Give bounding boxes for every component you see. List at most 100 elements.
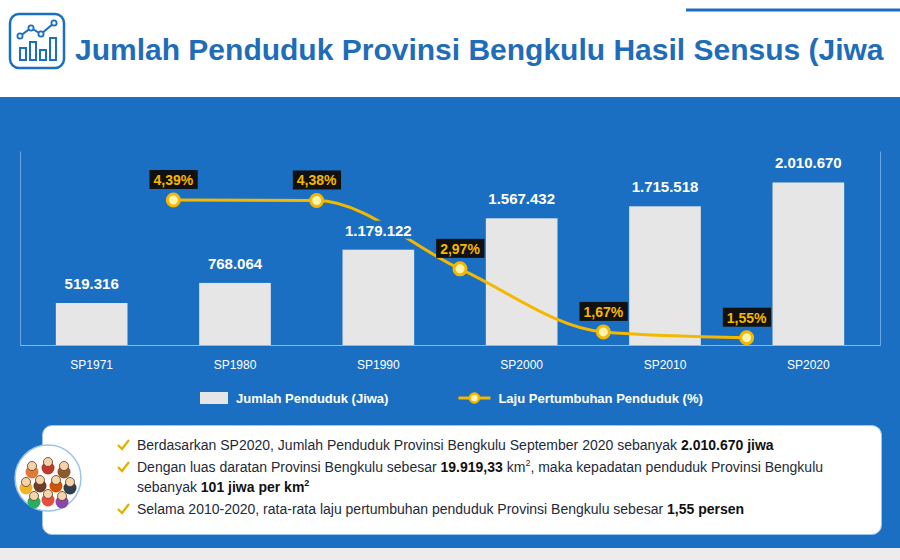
person-body — [26, 466, 39, 479]
icon-bar — [30, 42, 36, 60]
page-background — [0, 0, 900, 560]
line-label-group: 4,38% — [293, 170, 341, 189]
icon-dot — [51, 20, 56, 25]
note-text: 101 jiwa per km — [201, 479, 305, 495]
note-text: 2 — [304, 478, 309, 488]
person-body — [56, 496, 69, 509]
line-marker — [597, 326, 609, 338]
x-tick-label: SP1980 — [214, 358, 257, 372]
legend-item: Laju Pertumbuhan Penduduk (%) — [458, 391, 702, 406]
line-label: 1,55% — [727, 310, 767, 326]
bar-label-group: 1.715.518 — [629, 177, 702, 195]
line-label-box — [579, 302, 627, 321]
icon-bar — [50, 38, 56, 60]
bar-label-group: 768.064 — [205, 254, 266, 272]
footer-band — [0, 548, 900, 560]
bar — [199, 283, 271, 345]
bar-label-group: 1.567.432 — [485, 189, 558, 207]
check-icon — [117, 439, 130, 451]
plot-marks — [56, 182, 844, 345]
note-text: Selama 2010-2020, rata-rata laju pertumb… — [137, 501, 667, 517]
legend-item: Jumlah Penduduk (Jiwa) — [200, 391, 388, 406]
line-label: 1,67% — [583, 304, 623, 320]
line-label-group: 1,55% — [723, 308, 771, 327]
line-label: 4,38% — [297, 172, 337, 188]
note-text: Dengan luas daratan Provinsi Bengkulu se… — [137, 459, 441, 475]
check-mark — [118, 462, 129, 471]
line-label-group: 1,67% — [579, 302, 627, 321]
bar-label: 2.010.670 — [775, 154, 842, 171]
x-axis: SP1971SP1980SP1990SP2000SP2010SP2020 — [21, 345, 881, 372]
notes-box: Berdasarkan SP2020, Jumlah Penduduk Prov… — [42, 425, 882, 535]
people-icon — [15, 445, 81, 511]
x-axis-line — [21, 345, 881, 346]
x-tick-label: SP1971 — [70, 358, 113, 372]
header-rule — [686, 9, 900, 12]
line-label-box — [436, 239, 484, 258]
check-mark — [118, 504, 129, 513]
icon-dot — [28, 25, 33, 30]
bar — [486, 218, 558, 345]
person-body — [58, 466, 71, 479]
icon-bar — [20, 48, 26, 60]
person-head — [30, 492, 39, 501]
label-patch — [205, 254, 266, 272]
note-text: 1,55 persen — [667, 501, 744, 517]
panel-background — [0, 97, 900, 548]
legend-label: Laju Pertumbuhan Penduduk (%) — [498, 391, 702, 406]
line-label-group: 4,39% — [149, 170, 197, 189]
bar-label: 1.715.518 — [632, 178, 699, 195]
person-head — [22, 478, 31, 487]
line — [173, 200, 746, 338]
x-tick: SP2020 — [787, 345, 830, 372]
bar-label: 1.567.432 — [488, 190, 555, 207]
bar-label: 1.179.122 — [345, 222, 412, 239]
icon-dot — [17, 33, 22, 38]
note-text: 2 — [525, 458, 530, 468]
person-head — [58, 492, 67, 501]
note-text: km — [503, 459, 526, 475]
person-body — [50, 480, 63, 493]
person-body — [42, 494, 55, 507]
line-label-box — [149, 170, 197, 189]
x-tick-label: SP2000 — [500, 358, 543, 372]
y-axis — [20, 152, 21, 346]
line-marker — [167, 194, 179, 206]
note-text: Berdasarkan SP2020, Jumlah Penduduk Prov… — [137, 437, 681, 453]
label-patch — [772, 153, 845, 171]
bar — [629, 206, 701, 345]
legend: Jumlah Penduduk (Jiwa) Laju Pertumbuhan P… — [200, 391, 703, 406]
line-label: 2,97% — [440, 241, 480, 257]
bar-label-group: 519.316 — [62, 274, 122, 292]
people-icon-canvas — [0, 430, 100, 530]
person-head — [44, 490, 53, 499]
bar-label: 768.064 — [208, 255, 263, 272]
legend-label: Jumlah Penduduk (Jiwa) — [236, 391, 388, 406]
label-patch — [342, 221, 415, 239]
person-body — [42, 462, 55, 475]
line-label-box — [293, 170, 341, 189]
line-label-box — [723, 308, 771, 327]
y2-axis-line — [880, 152, 881, 346]
bar-label-group: 1.179.122 — [342, 221, 415, 239]
check-icon — [117, 461, 130, 473]
person-head — [66, 478, 75, 487]
label-patch — [629, 177, 702, 195]
person-body — [34, 480, 47, 493]
y2-axis — [880, 152, 881, 346]
x-tick: SP2000 — [500, 345, 543, 372]
note: Dengan luas daratan Provinsi Bengkulu se… — [117, 457, 869, 497]
line-label-group: 2,97% — [436, 239, 484, 258]
icon-bar — [40, 50, 46, 60]
data-labels: 519.316 768.064 1.179.122 1.567.432 1.715.51… — [62, 153, 845, 326]
person-head — [52, 476, 61, 485]
note: Selama 2010-2020, rata-rata laju pertumb… — [117, 499, 869, 519]
line-marker — [311, 194, 323, 206]
person-body — [64, 482, 77, 495]
chart-title: Jumlah Penduduk Provinsi Bengkulu Hasil … — [75, 33, 884, 66]
note-text: 2.010.670 jiwa — [681, 437, 774, 453]
bar-label-group: 2.010.670 — [772, 153, 845, 171]
legend-marker — [470, 394, 479, 403]
person-head — [44, 458, 53, 467]
header-icon — [10, 14, 64, 68]
